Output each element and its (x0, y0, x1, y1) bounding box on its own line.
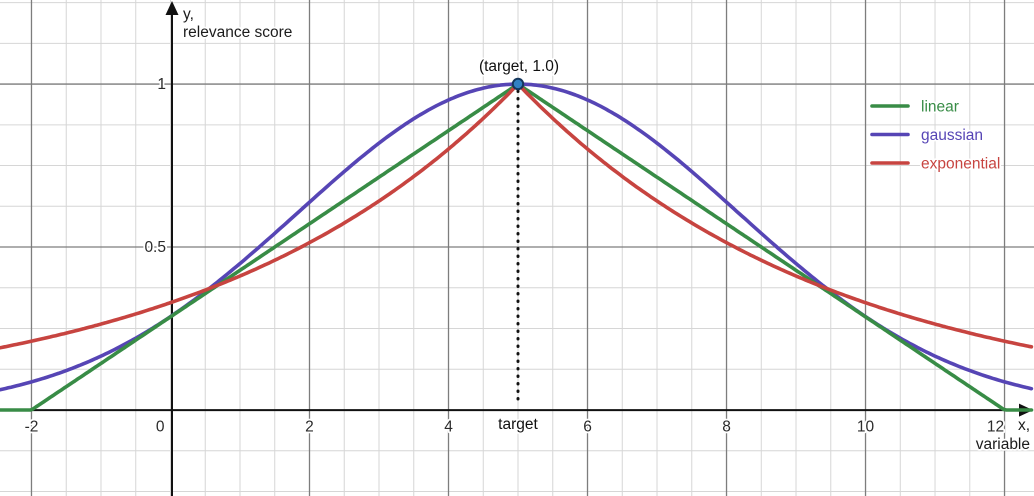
y-tick-label: 0.5 (144, 239, 166, 256)
legend-label-linear: linear (921, 99, 959, 116)
y-tick-label: 1 (157, 76, 166, 93)
x-axis-title-line2: variable (976, 436, 1030, 453)
peak-point-label: (target, 1.0) (479, 58, 559, 75)
y-axis-arrow-icon (165, 1, 179, 15)
target-tick-label: target (498, 416, 538, 433)
peak-point[interactable] (511, 77, 525, 91)
y-axis-title-line2: relevance score (183, 24, 292, 41)
curve-gaussian[interactable] (0, 82, 1034, 392)
x-tick-label: 8 (722, 419, 731, 436)
legend-label-gaussian: gaussian (921, 127, 983, 144)
x-tick-label: 2 (305, 419, 314, 436)
x-tick-label: 4 (444, 419, 453, 436)
legend-item-linear: linear (870, 97, 961, 117)
x-tick-label: 0 (156, 419, 165, 436)
legend-item-exponential: exponential (870, 154, 1002, 174)
legend-item-gaussian: gaussian (870, 125, 985, 146)
labels-layer: y, relevance score x, variable (target, … (181, 4, 1032, 455)
y-axis-title-line1: y, (183, 6, 194, 23)
x-tick-label: 10 (857, 419, 875, 436)
x-tick-label: -2 (25, 419, 39, 436)
legend-label-exponential: exponential (921, 156, 1000, 173)
legend: linear gaussian exponential (870, 97, 1002, 174)
x-axis-title-line1: x, (1018, 417, 1030, 434)
x-tick-label: 12 (987, 419, 1004, 436)
x-tick-label: 6 (583, 419, 592, 436)
tick-labels-layer: -2 0 2 4 6 8 10 12 0.5 1 (23, 74, 1006, 437)
